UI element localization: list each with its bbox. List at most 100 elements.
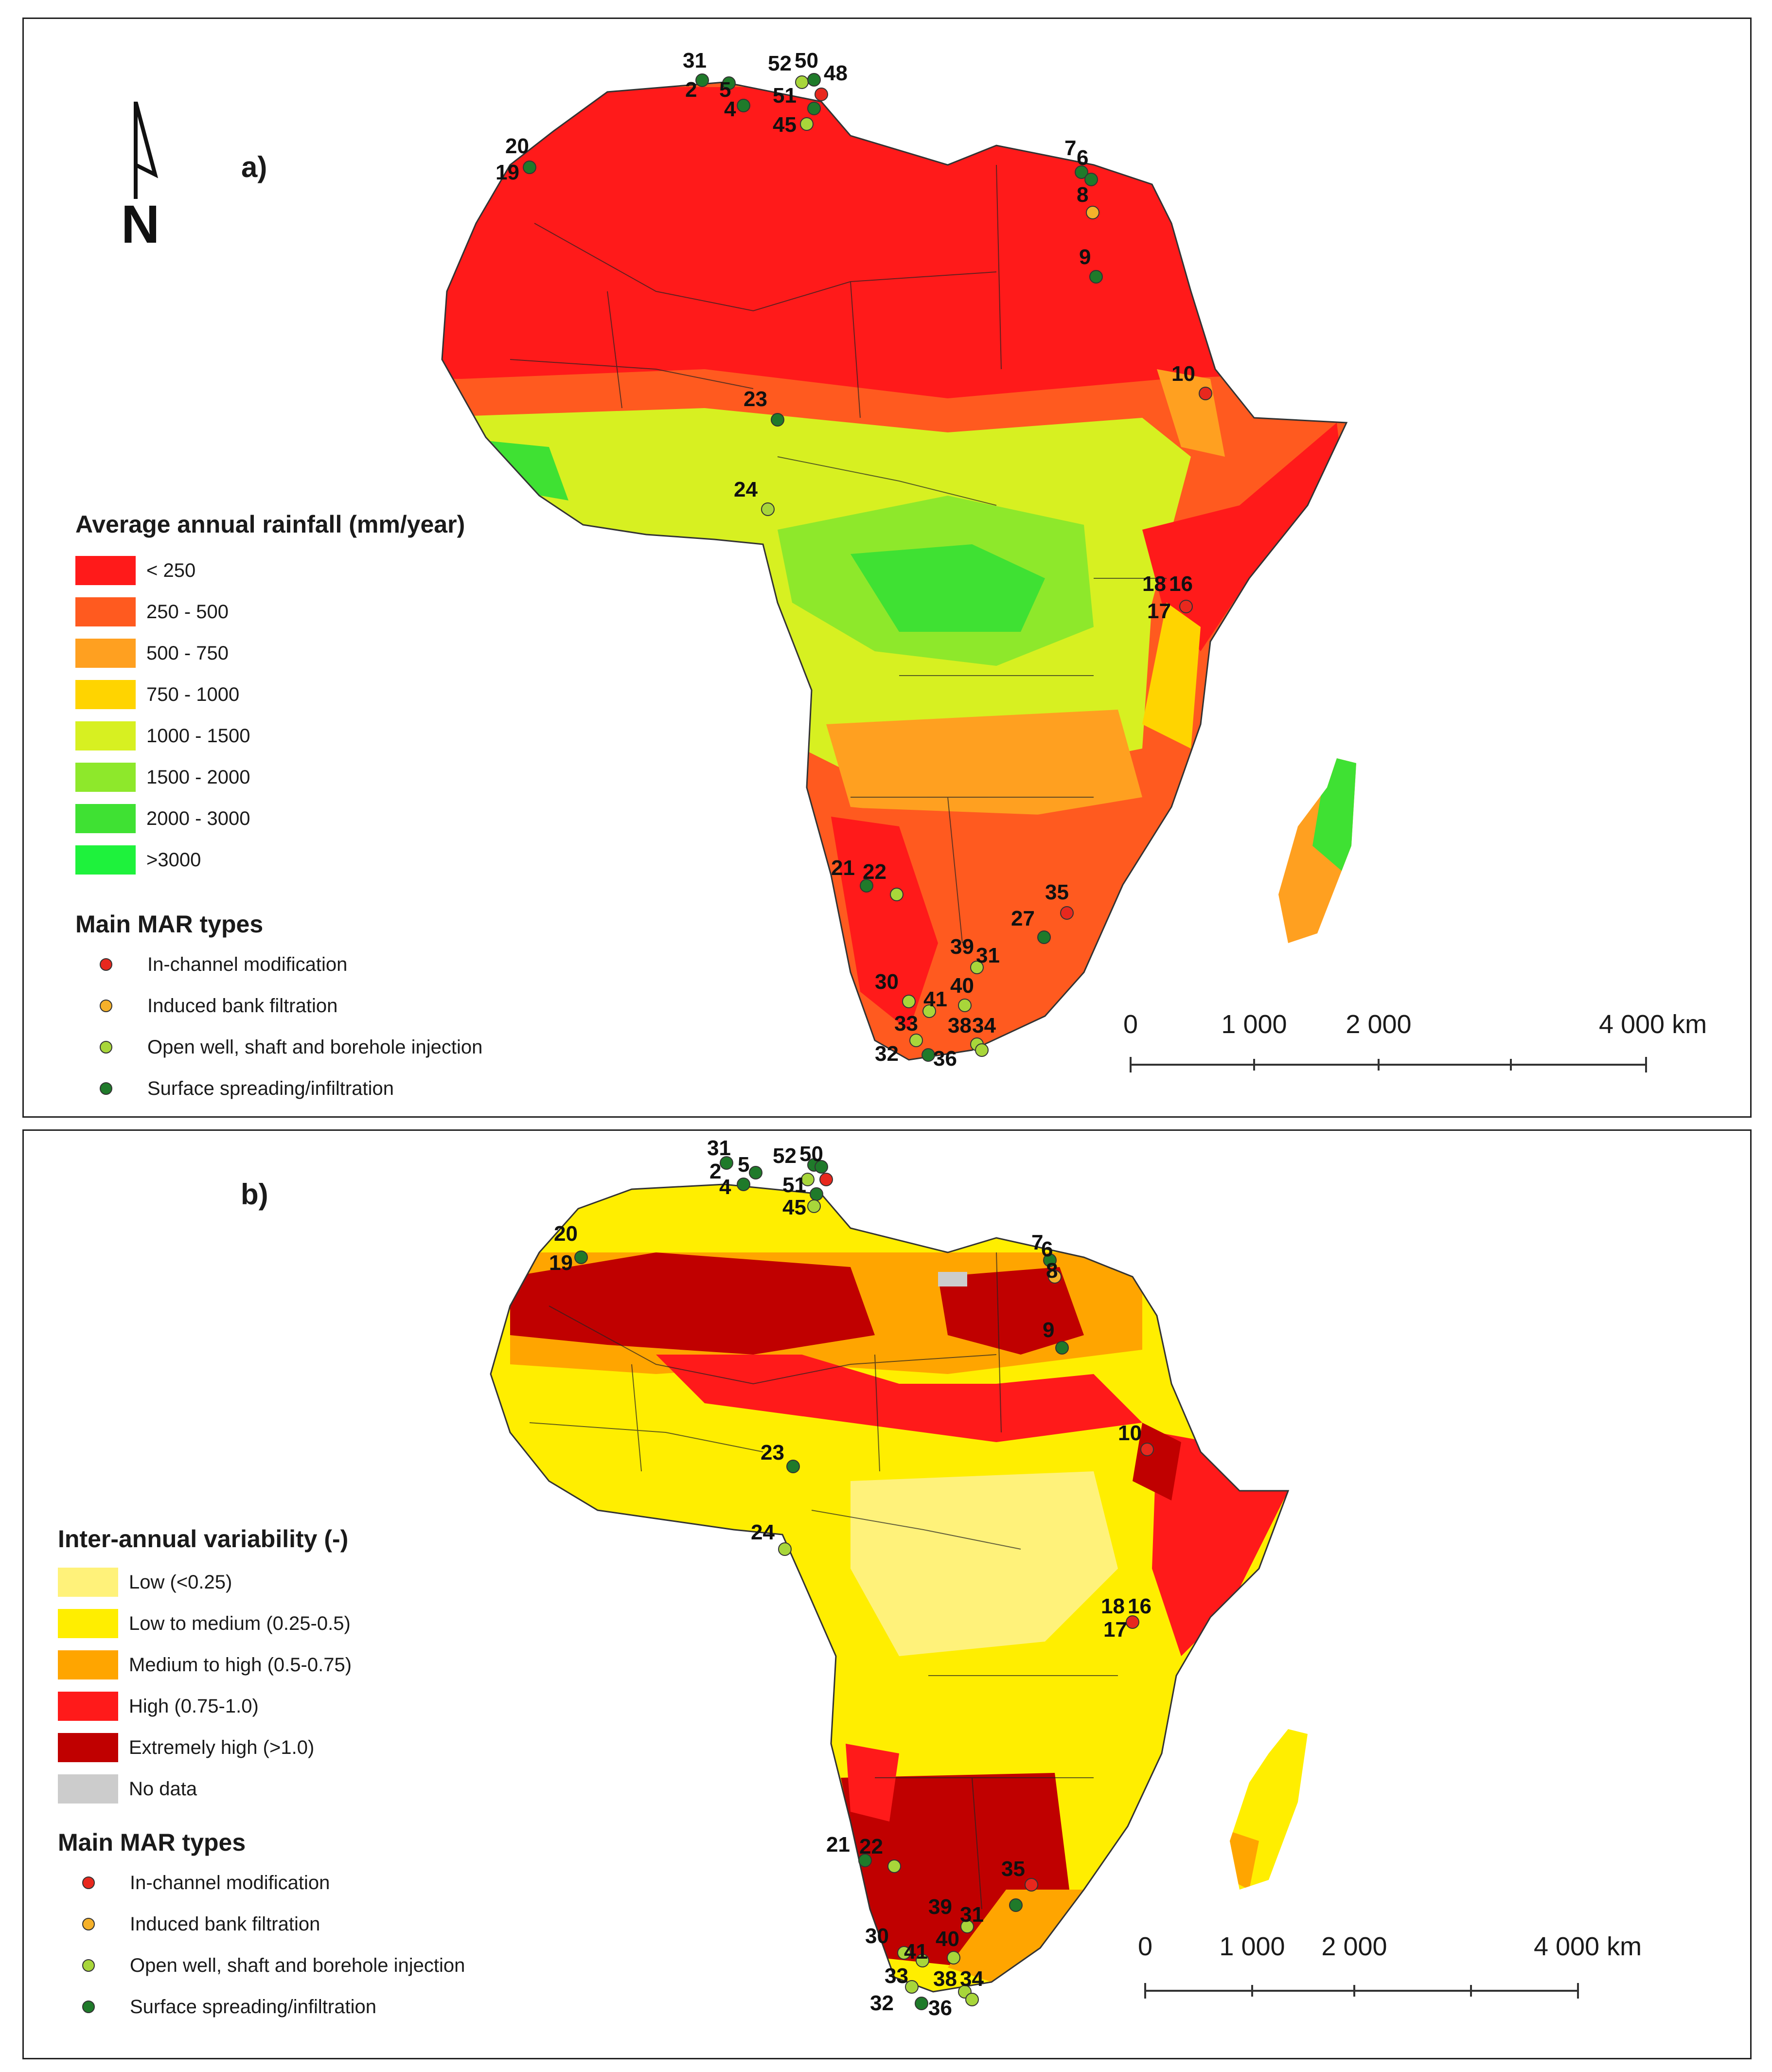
site-4[interactable] <box>737 1178 750 1191</box>
site-6[interactable] <box>1084 173 1098 186</box>
site-19[interactable] <box>574 1250 588 1264</box>
site-50[interactable] <box>815 1160 828 1174</box>
site-41[interactable] <box>916 1954 929 1967</box>
site-4[interactable] <box>737 99 750 112</box>
site-40[interactable] <box>947 1951 960 1965</box>
site-23[interactable] <box>786 1460 800 1473</box>
rainfall-zones <box>442 82 1347 1060</box>
site-31-south[interactable] <box>970 961 984 974</box>
scale-tick-label: 1 000 <box>1219 1932 1285 1961</box>
site-51[interactable] <box>810 1187 823 1201</box>
country-borders-b <box>529 1252 1118 1910</box>
legend-swatch <box>75 639 136 668</box>
site-48[interactable] <box>815 88 828 101</box>
panel-a-rainfall-map: 31 2 5 52 50 48 51 4 45 20 19 7 6 8 9 10… <box>22 18 1752 1118</box>
site-45[interactable] <box>807 1199 821 1213</box>
site-24[interactable] <box>778 1542 792 1556</box>
legend-swatch <box>58 1568 118 1597</box>
site-10[interactable] <box>1140 1443 1154 1456</box>
site-5[interactable] <box>722 76 736 90</box>
site-41[interactable] <box>922 1004 936 1018</box>
site-10[interactable] <box>1199 387 1212 400</box>
site-24[interactable] <box>761 502 775 516</box>
site-label: 24 <box>734 478 758 501</box>
site-label: 35 <box>1001 1857 1025 1881</box>
site-30[interactable] <box>902 995 916 1008</box>
site-7[interactable] <box>1043 1253 1057 1267</box>
legend-label: Low to medium (0.25-0.5) <box>129 1612 351 1634</box>
site-5[interactable] <box>749 1166 762 1179</box>
site-40[interactable] <box>958 999 972 1012</box>
legend-item: 500 - 750 <box>75 639 229 668</box>
scale-tick-label: 2 000 <box>1321 1932 1387 1961</box>
site-18-16-17[interactable] <box>1126 1615 1139 1629</box>
site-45[interactable] <box>800 117 814 131</box>
site-34[interactable] <box>975 1043 989 1057</box>
site-18-16-17[interactable] <box>1179 600 1193 613</box>
site-label: 2 <box>709 1160 721 1183</box>
site-label: 30 <box>865 1924 889 1948</box>
site-2[interactable] <box>801 1173 815 1186</box>
site-21[interactable] <box>860 879 873 893</box>
zone-extremely-high-eritrea <box>1133 1423 1181 1500</box>
site-36[interactable] <box>921 1048 935 1062</box>
site-label: 36 <box>928 1996 952 2020</box>
legend-label: 500 - 750 <box>146 642 229 664</box>
site-label: 22 <box>863 860 886 884</box>
site-36[interactable] <box>915 1997 928 2010</box>
site-31-south[interactable] <box>960 1920 974 1933</box>
site-label: 21 <box>826 1833 850 1857</box>
site-label: 39 <box>928 1895 952 1919</box>
site-label: 33 <box>894 1012 918 1036</box>
legend-item: >3000 <box>75 845 201 875</box>
site-21[interactable] <box>858 1854 872 1867</box>
site-label: 52 <box>768 52 792 75</box>
site-50[interactable] <box>807 73 821 87</box>
site-7[interactable] <box>1075 165 1088 179</box>
site-31[interactable] <box>720 1156 733 1170</box>
site-33[interactable] <box>909 1034 923 1047</box>
site-label: 5 <box>719 78 731 102</box>
zone-extremely-high-sahara-west <box>510 1252 875 1355</box>
panel-b-variability-map: 31 2 5 52 50 4 51 45 20 19 7 6 8 9 10 23… <box>22 1129 1752 2059</box>
site-22[interactable] <box>887 1859 901 1873</box>
legend-item: 2000 - 3000 <box>75 804 250 833</box>
site-23[interactable] <box>771 413 784 427</box>
legend-item: Low (<0.25) <box>58 1568 232 1597</box>
site-label: 33 <box>885 1964 908 1988</box>
variability-map-svg: 31 2 5 52 50 4 51 45 20 19 7 6 8 9 10 23… <box>490 1136 1308 2020</box>
legend-swatch <box>75 597 136 626</box>
site-label: 4 <box>719 1175 731 1199</box>
mar-dot-icon <box>100 958 112 971</box>
site-22[interactable] <box>890 888 904 901</box>
site-9[interactable] <box>1089 270 1103 284</box>
site-label: 2 <box>685 78 697 102</box>
site-27[interactable] <box>1037 930 1051 944</box>
site-31[interactable] <box>695 73 709 87</box>
site-8[interactable] <box>1086 206 1099 219</box>
variability-legend-title: Inter-annual variability (-) <box>58 1525 349 1553</box>
legend-swatch <box>75 721 136 750</box>
mar-dot-icon <box>100 1082 112 1095</box>
site-label: 18 <box>1142 572 1166 596</box>
site-27[interactable] <box>1009 1898 1023 1912</box>
site-52[interactable] <box>795 75 809 89</box>
site-33[interactable] <box>905 1980 919 1994</box>
site-19[interactable] <box>523 161 536 174</box>
site-51[interactable] <box>807 102 821 115</box>
site-label: 40 <box>936 1927 959 1951</box>
site-48[interactable] <box>819 1173 833 1186</box>
mar-legend-label: In-channel modification <box>147 953 348 975</box>
site-35[interactable] <box>1060 906 1074 920</box>
mar-legend-item: Induced bank filtration <box>75 995 337 1017</box>
zone-2000-3000 <box>851 544 1045 632</box>
site-labels-b: 31 2 5 52 50 4 51 45 20 19 7 6 8 9 10 23… <box>549 1136 1152 2020</box>
site-34[interactable] <box>965 1993 979 2006</box>
site-8[interactable] <box>1048 1270 1062 1284</box>
legend-item: 1500 - 2000 <box>75 763 250 792</box>
site-9[interactable] <box>1055 1341 1069 1355</box>
site-35[interactable] <box>1025 1878 1038 1892</box>
legend-item: No data <box>58 1774 197 1804</box>
site-30[interactable] <box>897 1946 911 1960</box>
legend-swatch <box>75 763 136 792</box>
